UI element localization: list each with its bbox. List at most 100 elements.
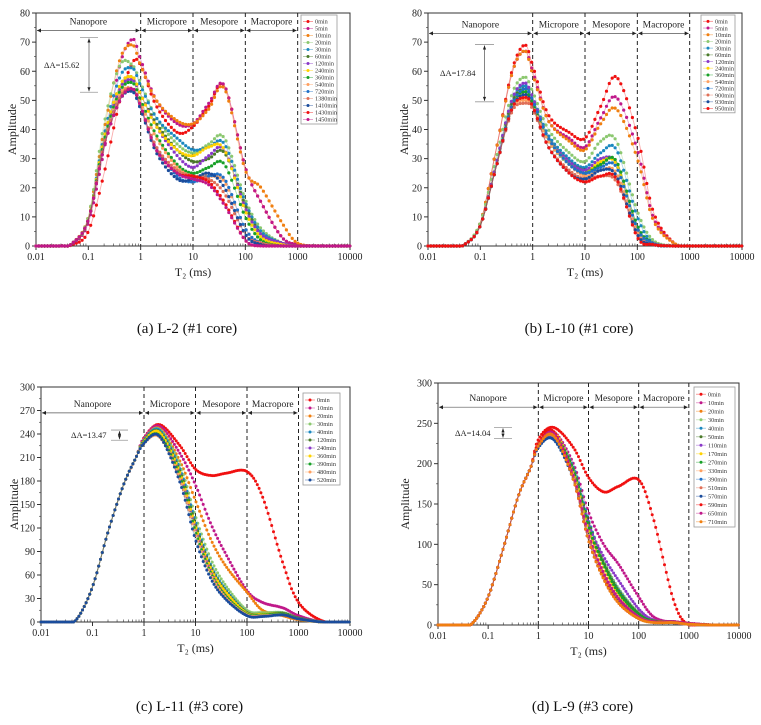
data-point: [89, 204, 93, 208]
data-point: [132, 67, 136, 71]
data-point: [668, 244, 672, 248]
data-point: [172, 119, 176, 124]
data-point: [227, 188, 231, 192]
data-point: [602, 173, 606, 177]
legend-label: 5min: [315, 26, 328, 33]
data-point: [515, 87, 519, 91]
data-point: [593, 156, 597, 160]
data-point: [195, 171, 199, 175]
data-point: [57, 244, 61, 248]
data-point: [636, 151, 640, 155]
data-point: [616, 97, 620, 101]
data-point: [138, 78, 142, 83]
data-point: [607, 171, 611, 175]
delta-amplitude-annotation: ΔA=17.84: [440, 44, 494, 103]
legend-label: 360min: [315, 75, 334, 82]
data-point: [216, 536, 220, 540]
data-point: [169, 172, 173, 176]
legend-marker: [706, 60, 710, 64]
data-point: [227, 146, 231, 150]
data-point: [627, 189, 632, 193]
data-point: [120, 85, 124, 89]
data-point: [235, 133, 240, 137]
y-tick-label: 210: [20, 453, 35, 464]
data-point: [639, 149, 643, 153]
data-point: [86, 230, 90, 235]
data-point: [263, 500, 266, 504]
data-point: [599, 122, 603, 126]
data-point: [97, 155, 101, 159]
data-point: [155, 105, 159, 109]
data-point: [100, 143, 104, 147]
data-point: [521, 81, 525, 85]
data-point: [129, 75, 133, 79]
data-point: [227, 151, 231, 155]
data-point: [619, 187, 623, 191]
data-point: [446, 244, 450, 248]
data-point: [553, 136, 557, 140]
data-point: [210, 102, 214, 106]
data-point: [43, 244, 47, 248]
data-point: [478, 225, 482, 229]
legend-label: 120min: [315, 61, 334, 68]
data-point: [230, 216, 234, 220]
data-point: [132, 44, 136, 48]
data-point: [596, 110, 600, 115]
data-point: [561, 127, 565, 131]
series-20min: [426, 75, 744, 248]
data-point: [83, 226, 87, 230]
data-point: [143, 75, 147, 79]
data-point: [181, 457, 185, 461]
data-point: [204, 110, 208, 114]
y-tick-label: 150: [20, 500, 35, 511]
data-point: [117, 64, 122, 68]
data-point: [227, 99, 231, 103]
data-point: [645, 196, 649, 200]
x-tick-label: 10: [188, 252, 198, 263]
data-point: [610, 106, 614, 110]
region-arrow: [248, 410, 298, 415]
data-point: [237, 577, 241, 581]
data-point: [573, 167, 577, 171]
data-point: [178, 120, 182, 124]
data-point: [132, 87, 136, 92]
data-point: [184, 156, 188, 160]
data-point: [509, 73, 514, 78]
data-point: [143, 112, 147, 116]
data-point: [590, 124, 594, 128]
data-point: [228, 560, 232, 564]
data-point: [656, 221, 660, 225]
data-point: [273, 209, 277, 213]
region-label: Macropore: [251, 17, 293, 27]
legend-label: 950min: [715, 106, 734, 113]
data-point: [210, 525, 214, 529]
chart-panel-a: 0.01 0.1 1 10 100 1000 1000001020304050607080T…: [5, 9, 363, 338]
data-point: [564, 168, 568, 172]
data-point: [607, 81, 611, 86]
legend-marker: [706, 73, 710, 77]
data-point: [175, 148, 179, 152]
data-point: [149, 107, 153, 111]
data-point: [258, 244, 263, 248]
data-point: [233, 200, 237, 204]
data-point: [181, 131, 185, 135]
data-point: [504, 99, 508, 103]
data-point: [633, 209, 637, 213]
data-point: [172, 150, 176, 154]
data-point: [449, 244, 453, 248]
data-point: [247, 211, 251, 216]
data-point: [198, 509, 202, 513]
legend-marker: [706, 39, 710, 43]
data-point: [682, 244, 686, 248]
data-point: [187, 176, 191, 180]
data-point: [212, 148, 217, 152]
data-point: [169, 158, 173, 162]
data-point: [230, 178, 234, 182]
data-point: [34, 244, 38, 248]
data-point: [267, 244, 271, 248]
x-tick-label: 0.01: [27, 252, 45, 263]
data-point: [547, 146, 551, 150]
data-point: [233, 176, 237, 180]
data-point: [218, 85, 222, 89]
data-point: [212, 137, 217, 141]
